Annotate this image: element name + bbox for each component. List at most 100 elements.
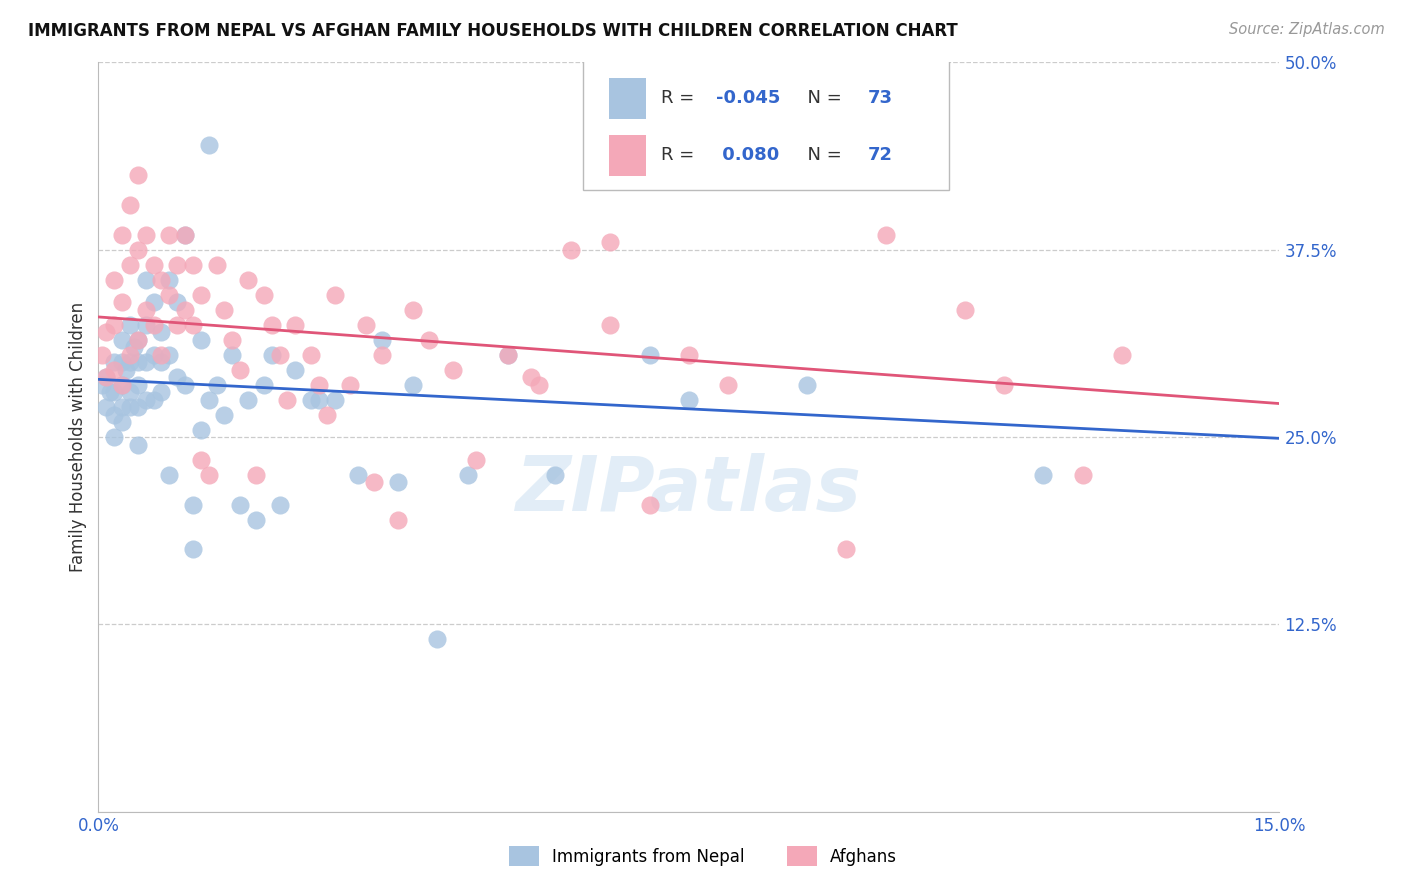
Point [118,355,141,369]
Point [371,348,394,362]
Point [599,235,621,250]
Point [796,93,818,107]
Point [166,258,188,272]
Point [190,333,212,347]
Legend: Immigrants from Nepal, Afghans: Immigrants from Nepal, Afghans [501,838,905,875]
Point [181,542,204,557]
Point [150,385,173,400]
Text: 0.080: 0.080 [716,146,779,164]
Point [135,227,157,242]
Point [418,333,440,347]
Text: Source: ZipAtlas.com: Source: ZipAtlas.com [1229,22,1385,37]
Point [118,318,141,332]
Point [229,498,252,512]
Point [276,392,298,407]
Text: N =: N = [796,89,848,107]
Point [150,355,173,369]
Bar [609,135,647,176]
Point [103,355,125,369]
Point [174,227,197,242]
Point [111,355,134,369]
Point [269,348,291,362]
Point [1111,348,1133,362]
Point [354,318,377,332]
Point [135,355,157,369]
Point [308,392,330,407]
Point [142,348,165,362]
Point [387,475,409,489]
Point [371,333,394,347]
Point [214,408,236,422]
Point [197,137,219,152]
Point [181,258,204,272]
Point [496,348,519,362]
Point [150,273,173,287]
Point [122,340,145,354]
Point [103,430,125,444]
Point [127,333,149,347]
Point [127,437,149,451]
Point [157,227,180,242]
Point [103,273,125,287]
Point [560,243,582,257]
Point [1071,467,1094,482]
Point [174,377,197,392]
Point [135,318,157,332]
Text: 72: 72 [868,146,893,164]
Point [166,295,188,310]
Point [308,377,330,392]
Point [678,348,700,362]
Point [157,273,180,287]
Point [299,348,322,362]
Point [426,632,449,647]
Point [118,348,141,362]
Point [127,400,149,414]
Point [181,498,204,512]
Point [387,512,409,526]
Point [323,287,346,301]
Point [98,385,121,400]
Point [229,362,252,376]
Point [402,377,425,392]
Point [253,377,276,392]
Point [135,302,157,317]
Text: IMMIGRANTS FROM NEPAL VS AFGHAN FAMILY HOUSEHOLDS WITH CHILDREN CORRELATION CHAR: IMMIGRANTS FROM NEPAL VS AFGHAN FAMILY H… [28,22,957,40]
Point [441,362,464,376]
Point [127,333,149,347]
Point [599,318,621,332]
Point [91,348,114,362]
Point [127,243,149,257]
FancyBboxPatch shape [582,51,949,190]
Point [166,318,188,332]
Point [190,287,212,301]
Point [599,78,621,92]
Point [96,370,118,384]
Point [1032,467,1054,482]
Point [529,377,551,392]
Point [103,408,125,422]
Point [142,392,165,407]
Point [347,467,370,482]
Point [127,355,149,369]
Point [118,258,141,272]
Point [111,333,134,347]
Point [236,273,259,287]
Point [520,370,543,384]
Text: -0.045: -0.045 [716,89,780,107]
Point [339,377,361,392]
Point [205,377,228,392]
Point [103,385,125,400]
Point [284,362,307,376]
Point [111,377,134,392]
Point [157,287,180,301]
Point [717,377,740,392]
Point [496,348,519,362]
Point [253,287,276,301]
Text: R =: R = [661,89,700,107]
Point [118,400,141,414]
Point [142,318,165,332]
Point [111,377,134,392]
Point [953,302,976,317]
Point [91,377,114,392]
Point [115,362,138,376]
